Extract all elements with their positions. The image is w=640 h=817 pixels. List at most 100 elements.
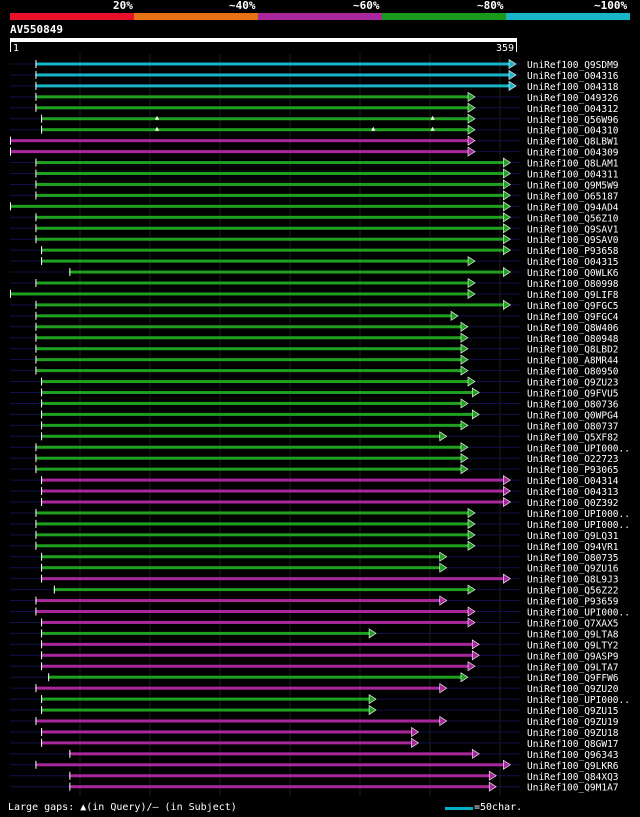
hit-bar <box>41 434 441 438</box>
hit-label[interactable]: UniRef100_Q9SAV0 <box>527 235 619 246</box>
hit-label[interactable]: UniRef100_Q7XAX5 <box>527 618 619 629</box>
hit-arrow <box>471 639 480 650</box>
hit-label[interactable]: UniRef100_O80950 <box>527 367 619 378</box>
hit-label[interactable]: UniRef100_Q9LTA8 <box>527 629 619 640</box>
hit-bar <box>35 511 470 515</box>
hit-bar <box>10 139 470 143</box>
hit-start-tick <box>41 487 43 496</box>
hit-label[interactable]: UniRef100_Q9ZU23 <box>527 378 619 389</box>
hit-label[interactable]: UniRef100_Q8LBW1 <box>527 137 619 148</box>
legend-bin-20 <box>10 13 134 20</box>
hit-label[interactable]: UniRef100_Q9ZU20 <box>527 684 619 695</box>
hit-bar <box>10 292 470 296</box>
hit-label[interactable]: UniRef100_O80737 <box>527 421 619 432</box>
hit-label[interactable]: UniRef100_O22723 <box>527 454 619 465</box>
hit-arrow <box>471 748 480 759</box>
hit-label[interactable]: UniRef100_O80998 <box>527 279 619 290</box>
hit-label[interactable]: UniRef100_Q0Z392 <box>527 498 619 509</box>
hit-label[interactable]: UniRef100_Q9LQ31 <box>527 531 619 542</box>
hit-start-tick <box>41 421 43 430</box>
hit-label[interactable]: UniRef100_Q8LBD2 <box>527 345 619 356</box>
hit-start-tick <box>35 333 37 342</box>
hit-bar <box>69 752 474 756</box>
hit-start-tick <box>35 454 37 463</box>
query-gap-marker <box>154 115 159 120</box>
hit-label[interactable]: UniRef100_Q8L9J3 <box>527 575 619 586</box>
hit-label[interactable]: UniRef100_Q5XF82 <box>527 432 619 443</box>
hit-label[interactable]: UniRef100_Q9SDM9 <box>527 60 619 71</box>
legend-label-100: ~100% <box>594 0 628 12</box>
hit-label[interactable]: UniRef100_O04312 <box>527 104 619 115</box>
hit-start-tick <box>35 180 37 189</box>
hit-label[interactable]: UniRef100_O04316 <box>527 71 619 82</box>
hit-label[interactable]: UniRef100_Q9FFW6 <box>527 673 619 684</box>
ruler-start-tick <box>10 42 11 52</box>
hit-start-tick <box>35 760 37 769</box>
hit-label[interactable]: UniRef100_Q8GW17 <box>527 739 619 750</box>
hit-label[interactable]: UniRef100_P93658 <box>527 246 619 257</box>
hit-label[interactable]: UniRef100_Q9SAV1 <box>527 224 619 235</box>
hit-label[interactable]: UniRef100_Q56Z22 <box>527 586 619 597</box>
hit-bar <box>10 150 470 154</box>
hit-label[interactable]: UniRef100_P93065 <box>527 465 619 476</box>
hit-bar <box>41 730 413 734</box>
hit-label[interactable]: UniRef100_Q8W406 <box>527 323 619 334</box>
hit-label[interactable]: UniRef100_Q9LTY2 <box>527 640 619 651</box>
hit-label[interactable]: UniRef100_Q9ZU15 <box>527 706 619 717</box>
hit-label[interactable]: UniRef100_Q9LKR6 <box>527 761 619 772</box>
hit-label[interactable]: UniRef100_UPI000.. <box>527 695 630 706</box>
hit-label[interactable]: UniRef100_O04311 <box>527 170 619 181</box>
hit-bar <box>41 423 462 427</box>
color-legend <box>10 13 630 52</box>
hit-label[interactable]: UniRef100_Q56Z10 <box>527 213 619 224</box>
hit-label[interactable]: UniRef100_O04309 <box>527 148 619 159</box>
hit-label[interactable]: UniRef100_UPI000.. <box>527 608 630 619</box>
hit-label[interactable]: UniRef100_Q9LIF8 <box>527 290 619 301</box>
hit-label[interactable]: UniRef100_Q8LAM1 <box>527 159 619 170</box>
hit-bar <box>35 763 505 767</box>
hit-label[interactable]: UniRef100_UPI000.. <box>527 520 630 531</box>
hit-label[interactable]: UniRef100_Q9M1A7 <box>527 783 619 794</box>
hit-bar <box>41 117 470 121</box>
hit-arrow <box>503 190 511 201</box>
hit-label[interactable]: UniRef100_Q9FGC5 <box>527 301 619 312</box>
hit-arrow <box>503 234 511 245</box>
hit-label[interactable]: UniRef100_Q94VR1 <box>527 542 619 553</box>
hit-label[interactable]: UniRef100_Q9M5W9 <box>527 180 619 191</box>
hit-label[interactable]: UniRef100_O04310 <box>527 126 619 137</box>
hit-arrow <box>503 212 511 223</box>
hit-label[interactable]: UniRef100_Q9LTA7 <box>527 662 619 673</box>
hit-arrow <box>460 453 469 464</box>
hit-label[interactable]: UniRef100_Q9ZU18 <box>527 728 619 739</box>
hit-label[interactable]: UniRef100_Q9ZU19 <box>527 717 619 728</box>
hit-arrow <box>439 562 448 573</box>
hit-label[interactable]: UniRef100_O04318 <box>527 82 619 93</box>
hit-label[interactable]: UniRef100_Q9ASP9 <box>527 651 619 662</box>
hit-label[interactable]: UniRef100_Q0WLK6 <box>527 268 619 279</box>
hit-label[interactable]: UniRef100_UPI000.. <box>527 443 630 454</box>
hit-label[interactable]: UniRef100_Q9FVU5 <box>527 389 619 400</box>
legend-bin-60 <box>258 13 382 20</box>
hit-label[interactable]: UniRef100_Q9ZU16 <box>527 564 619 575</box>
hit-label[interactable]: UniRef100_UPI000.. <box>527 509 630 520</box>
hit-label[interactable]: UniRef100_O65187 <box>527 191 619 202</box>
hit-label[interactable]: UniRef100_O80736 <box>527 399 619 410</box>
hit-label[interactable]: UniRef100_Q0WPG4 <box>527 410 619 421</box>
hit-label[interactable]: UniRef100_Q9FGC4 <box>527 312 619 323</box>
hit-arrow <box>508 58 517 70</box>
hit-label[interactable]: UniRef100_O04314 <box>527 476 619 487</box>
hit-label[interactable]: UniRef100_Q84XQ3 <box>527 772 619 783</box>
hit-arrow <box>439 683 448 694</box>
hit-label[interactable]: UniRef100_O04313 <box>527 487 619 498</box>
hit-label[interactable]: UniRef100_Q94AD4 <box>527 202 619 213</box>
hit-label[interactable]: UniRef100_Q96343 <box>527 750 619 761</box>
legend-bin-40 <box>134 13 258 20</box>
hit-label[interactable]: UniRef100_O49326 <box>527 93 619 104</box>
hit-label[interactable]: UniRef100_A8MR44 <box>527 356 619 367</box>
hit-label[interactable]: UniRef100_O80948 <box>527 334 619 345</box>
hit-label[interactable]: UniRef100_O80735 <box>527 553 619 564</box>
hit-label[interactable]: UniRef100_P93659 <box>527 597 619 608</box>
hit-label[interactable]: UniRef100_Q56W96 <box>527 115 619 126</box>
hit-label[interactable]: UniRef100_O04315 <box>527 257 619 268</box>
hit-bar <box>53 588 470 592</box>
